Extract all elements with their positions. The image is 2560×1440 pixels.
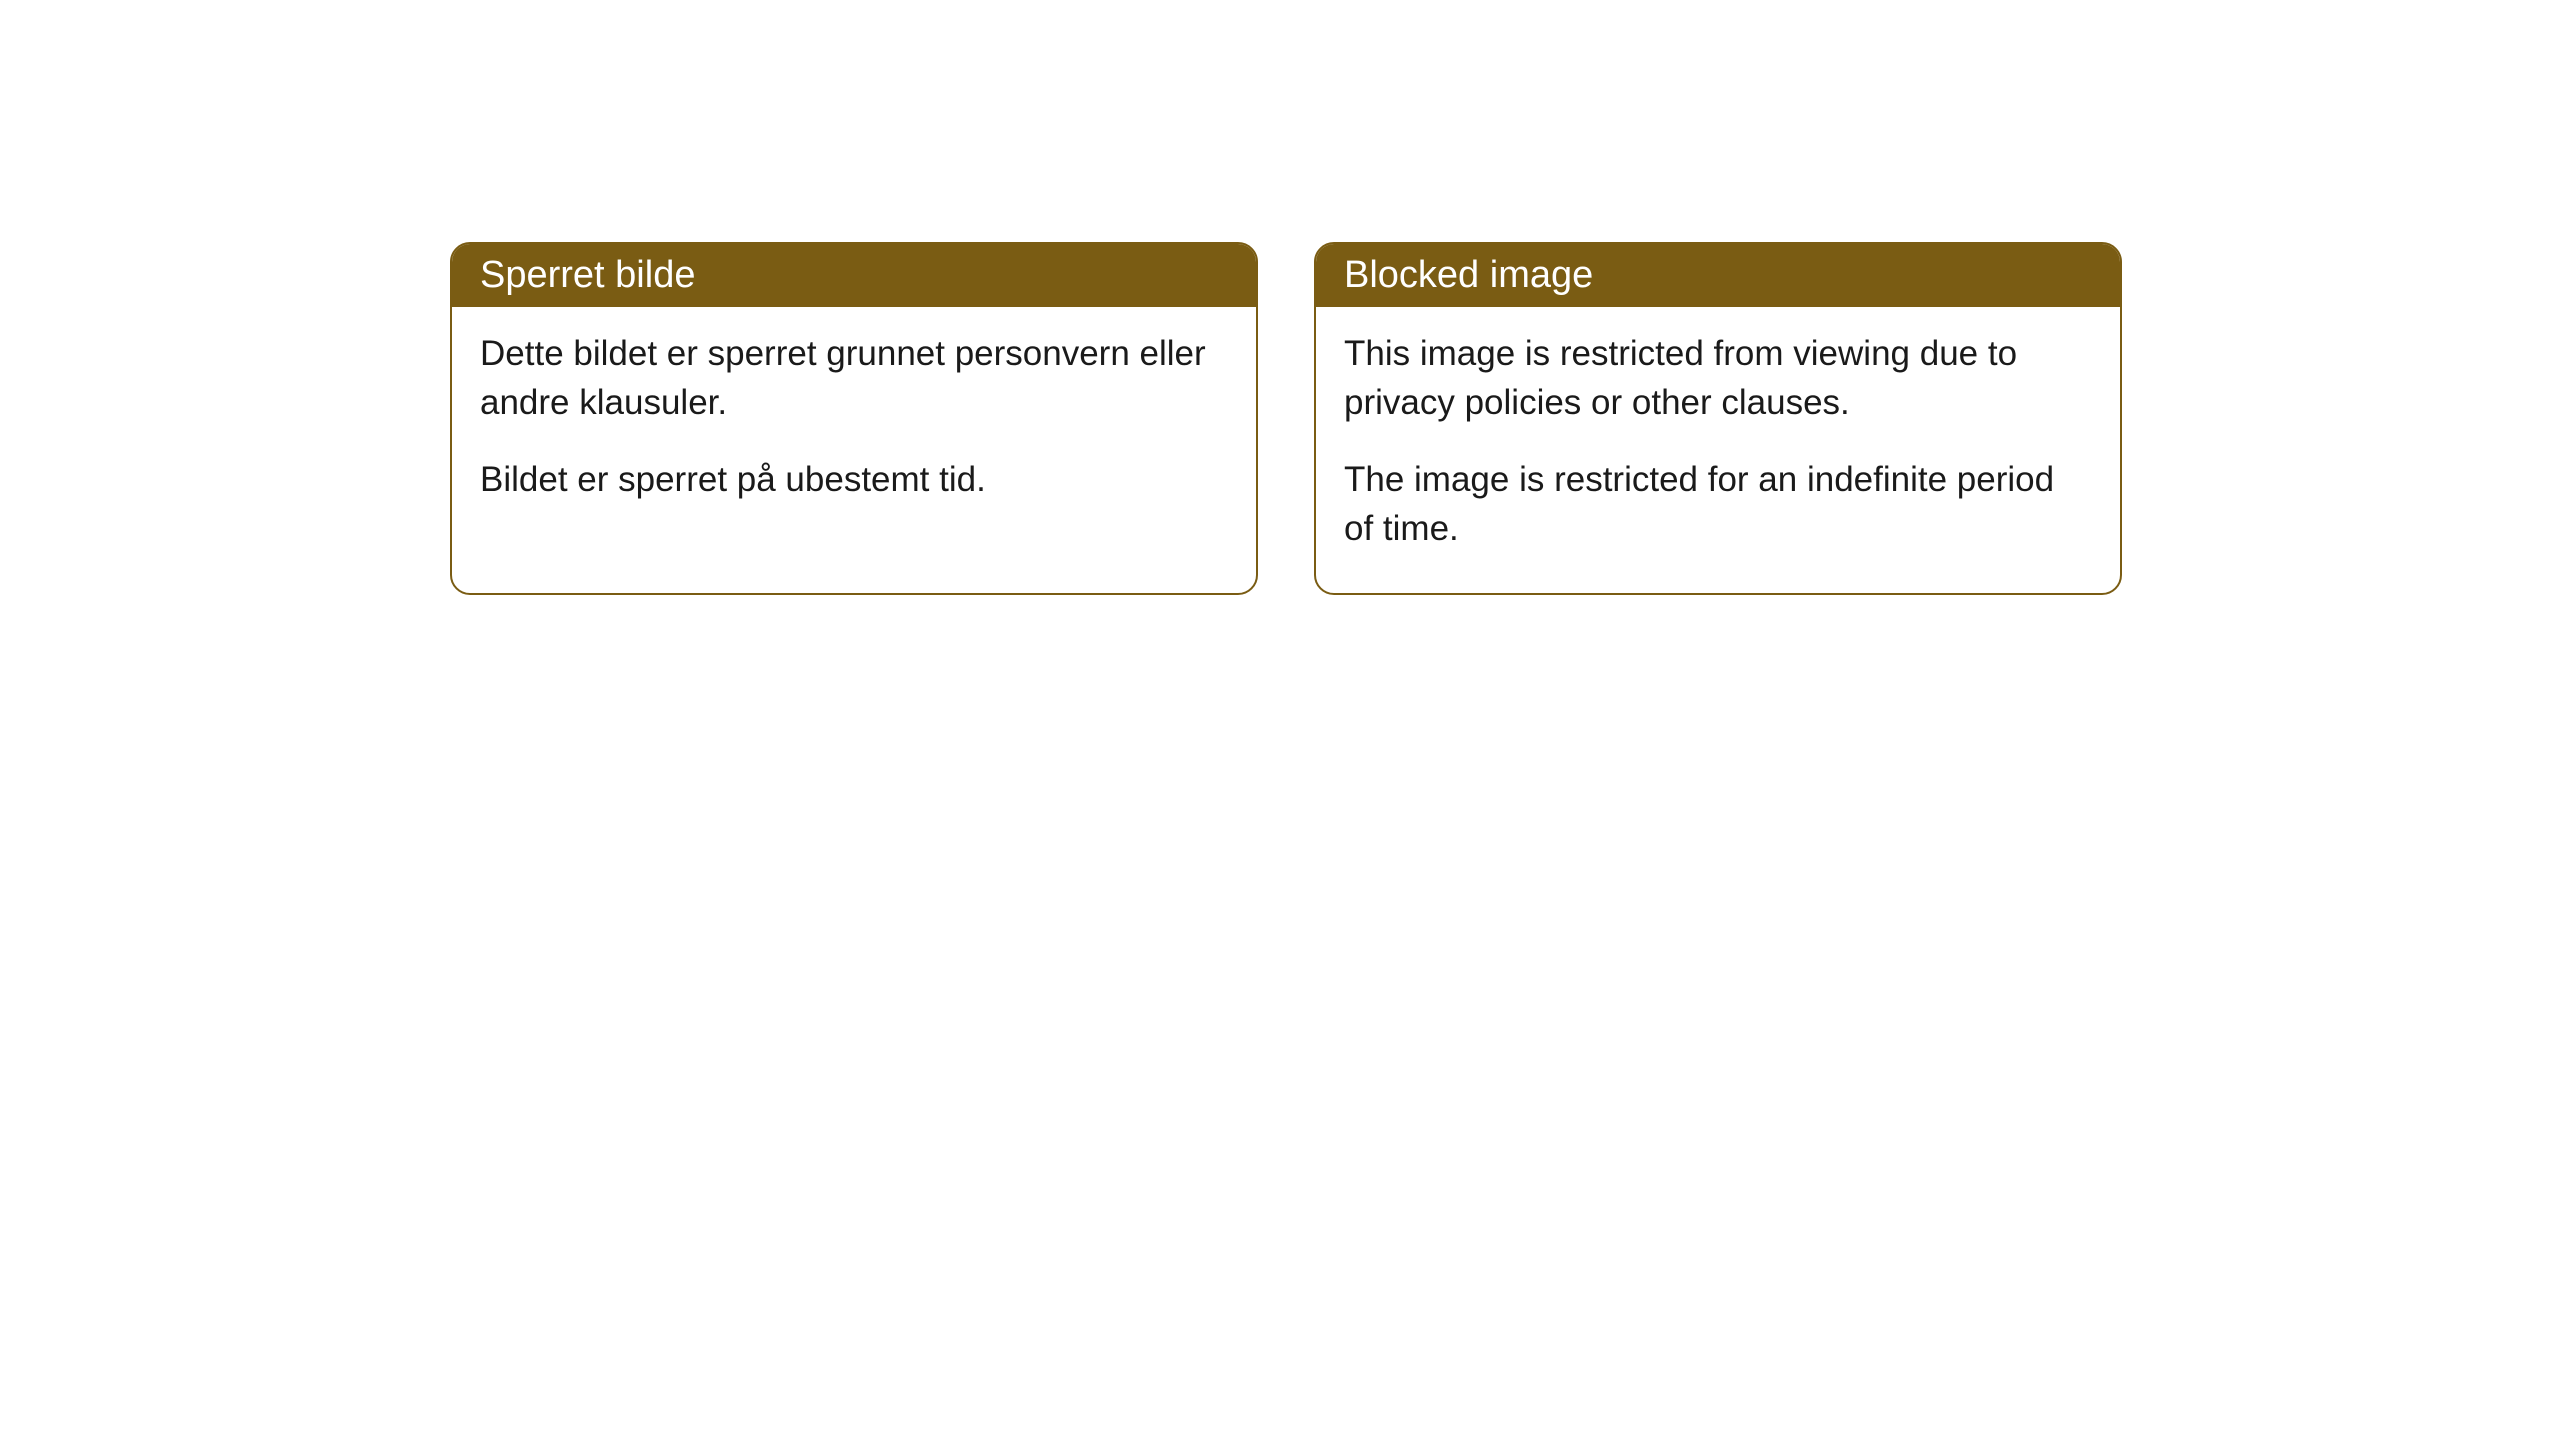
card-paragraph-2-english: The image is restricted for an indefinit… — [1344, 455, 2092, 553]
blocked-image-card-norwegian: Sperret bilde Dette bildet er sperret gr… — [450, 242, 1258, 595]
card-header-norwegian: Sperret bilde — [452, 244, 1256, 307]
card-body-norwegian: Dette bildet er sperret grunnet personve… — [452, 307, 1256, 544]
card-paragraph-2-norwegian: Bildet er sperret på ubestemt tid. — [480, 455, 1228, 504]
card-paragraph-1-norwegian: Dette bildet er sperret grunnet personve… — [480, 329, 1228, 427]
card-title-english: Blocked image — [1344, 254, 1593, 296]
card-paragraph-1-english: This image is restricted from viewing du… — [1344, 329, 2092, 427]
notice-cards-container: Sperret bilde Dette bildet er sperret gr… — [450, 242, 2122, 595]
card-body-english: This image is restricted from viewing du… — [1316, 307, 2120, 593]
card-title-norwegian: Sperret bilde — [480, 254, 695, 296]
card-header-english: Blocked image — [1316, 244, 2120, 307]
blocked-image-card-english: Blocked image This image is restricted f… — [1314, 242, 2122, 595]
